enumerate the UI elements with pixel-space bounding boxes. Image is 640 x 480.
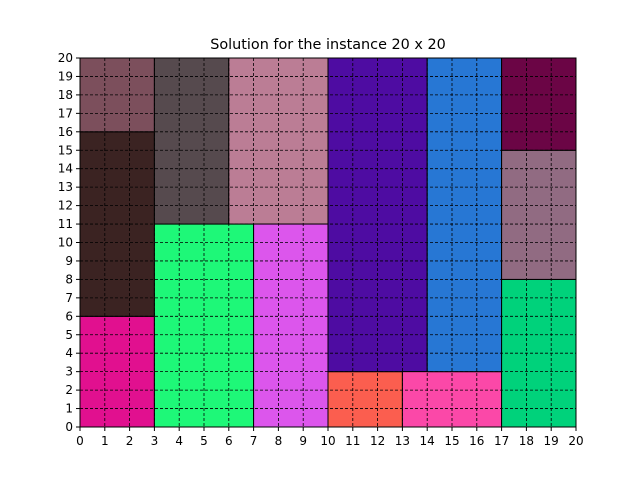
y-tick-label: 18 bbox=[58, 88, 73, 102]
y-tick-label: 19 bbox=[58, 69, 73, 83]
x-tick-label: 13 bbox=[395, 434, 410, 448]
x-tick-label: 18 bbox=[519, 434, 534, 448]
x-tick-label: 12 bbox=[370, 434, 385, 448]
x-tick-label: 9 bbox=[299, 434, 307, 448]
x-tick-label: 17 bbox=[494, 434, 509, 448]
y-tick-label: 11 bbox=[58, 217, 73, 231]
x-tick-label: 11 bbox=[345, 434, 360, 448]
rectangle-12 bbox=[501, 278, 577, 428]
rectangle-5 bbox=[153, 57, 230, 225]
axes-layer: 0 1 2 3 4 5 6 7 8 9 10 11 12 13 14 15 16 17 18 19 2001234567… bbox=[58, 51, 584, 448]
x-tick-label: 8 bbox=[275, 434, 283, 448]
x-tick-label: 10 bbox=[320, 434, 335, 448]
x-tick-label: 14 bbox=[420, 434, 435, 448]
y-tick-label: 0 bbox=[65, 420, 73, 434]
y-tick-label: 9 bbox=[65, 254, 73, 268]
x-tick-label: 7 bbox=[250, 434, 258, 448]
y-tick-label: 1 bbox=[65, 402, 73, 416]
y-tick-label: 4 bbox=[65, 346, 73, 360]
x-tick-label: 5 bbox=[200, 434, 208, 448]
rectangle-7 bbox=[253, 223, 329, 428]
y-tick-label: 10 bbox=[58, 236, 73, 250]
y-tick-label: 15 bbox=[58, 143, 73, 157]
x-tick-label: 15 bbox=[444, 434, 459, 448]
x-tick-label: 20 bbox=[568, 434, 583, 448]
x-tick-label: 0 bbox=[76, 434, 84, 448]
y-tick-label: 16 bbox=[58, 125, 73, 139]
x-tick-label: 3 bbox=[151, 434, 159, 448]
rectangle-8 bbox=[327, 371, 403, 428]
rectangle-13 bbox=[501, 149, 577, 280]
y-tick-label: 20 bbox=[58, 51, 73, 65]
chart-title: Solution for the instance 20 x 20 bbox=[210, 37, 446, 53]
y-tick-label: 5 bbox=[65, 328, 73, 342]
y-tick-label: 8 bbox=[65, 272, 73, 286]
y-tick-label: 3 bbox=[65, 365, 73, 379]
x-tick-label: 2 bbox=[126, 434, 134, 448]
y-tick-label: 17 bbox=[58, 106, 73, 120]
rectangle-11 bbox=[426, 57, 503, 373]
x-tick-label: 19 bbox=[544, 434, 559, 448]
y-tick-label: 2 bbox=[65, 383, 73, 397]
x-tick-label: 6 bbox=[225, 434, 233, 448]
y-tick-label: 13 bbox=[58, 180, 73, 194]
x-tick-label: 4 bbox=[175, 434, 183, 448]
y-tick-label: 12 bbox=[58, 199, 73, 213]
x-tick-label: 16 bbox=[469, 434, 484, 448]
y-tick-label: 7 bbox=[65, 291, 73, 305]
rectangle-14 bbox=[501, 57, 577, 151]
y-tick-label: 14 bbox=[58, 162, 73, 176]
y-tick-label: 6 bbox=[65, 309, 73, 323]
x-tick-label: 1 bbox=[101, 434, 109, 448]
